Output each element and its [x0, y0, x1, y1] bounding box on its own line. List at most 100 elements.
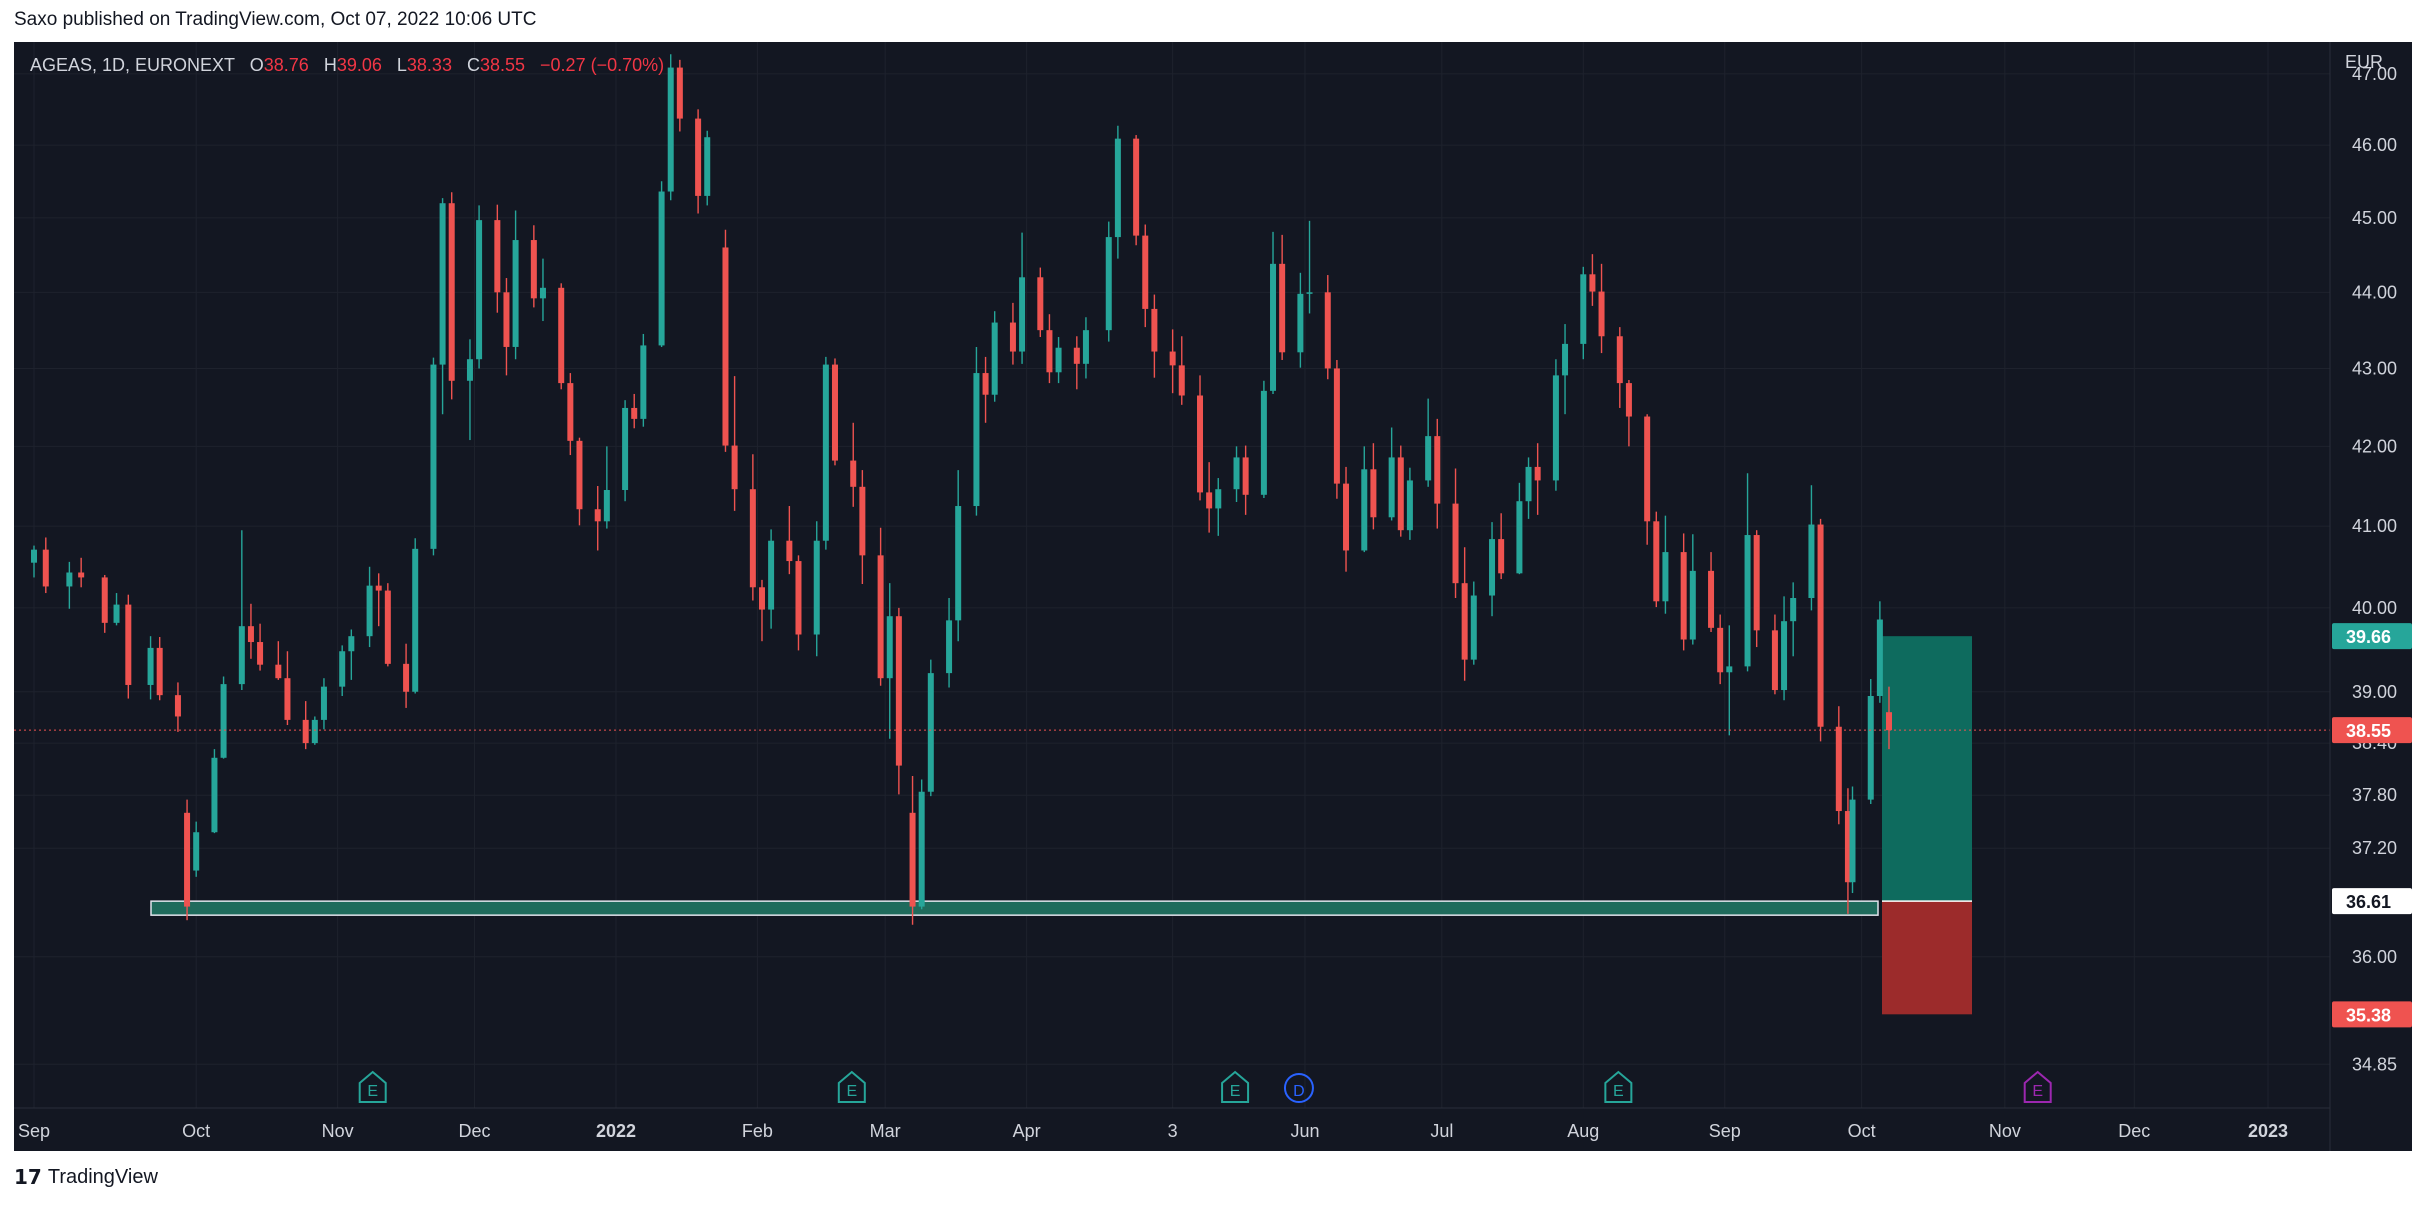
candle-body	[558, 287, 565, 384]
price-label-text: 39.66	[2346, 627, 2391, 647]
earnings-marker-shape	[1221, 1070, 1250, 1103]
candle	[1876, 601, 1883, 703]
candle-body	[503, 292, 510, 347]
candle	[156, 637, 163, 701]
candle	[973, 346, 980, 516]
candle-body	[1525, 466, 1532, 502]
tradingview-logo-icon: 17	[14, 1165, 42, 1189]
price-label-bg	[2332, 717, 2412, 744]
candle	[412, 538, 419, 694]
candle	[822, 356, 829, 550]
candle	[1790, 582, 1797, 657]
candle-body	[339, 651, 346, 687]
candle-body	[786, 540, 793, 562]
candle	[275, 641, 282, 680]
candle	[813, 521, 820, 657]
earnings-marker[interactable]: E	[1221, 1070, 1250, 1103]
earnings-marker[interactable]: E	[2023, 1070, 2052, 1103]
candle	[66, 561, 73, 609]
candle	[658, 181, 665, 347]
candle-body	[430, 364, 437, 549]
candle	[1817, 518, 1824, 742]
candle-body	[1406, 480, 1413, 531]
candle-body	[494, 220, 501, 293]
candle	[211, 749, 218, 834]
earnings-marker[interactable]: E	[1604, 1070, 1633, 1103]
brand-footer[interactable]: 17 TradingView	[14, 1165, 158, 1189]
time-axis[interactable]: Sep Oct Nov Dec 2022 Feb Mar Apr 3 Jun Jul Aug Sep Oc…	[14, 1107, 2330, 1141]
time-tick-label: 2022	[596, 1121, 636, 1141]
candle	[1397, 445, 1404, 537]
chart-panel[interactable]: E E E D E E 48.0047.0046.0045.0044.0043.0042.…	[14, 42, 2412, 1151]
price-label-entry: 36.61	[2332, 888, 2412, 915]
candle-body	[1133, 138, 1140, 236]
candle	[1324, 275, 1331, 380]
price-tick-label: 46.00	[2352, 135, 2397, 155]
candle-body	[412, 548, 419, 692]
candle	[1489, 522, 1496, 617]
candle	[539, 258, 546, 322]
candle-body	[1114, 138, 1121, 238]
candles	[31, 54, 1892, 925]
candle-body	[813, 540, 820, 635]
candle-body	[1425, 436, 1432, 481]
candle-body	[125, 604, 132, 685]
candle-body	[147, 647, 154, 685]
time-tick-label: Apr	[1013, 1121, 1041, 1141]
candle	[1037, 267, 1044, 338]
time-tick-label: Feb	[742, 1121, 773, 1141]
price-tick-label: 39.00	[2352, 682, 2397, 702]
low-label: L	[396, 55, 407, 75]
candle-body	[1753, 535, 1760, 631]
candle	[366, 566, 373, 648]
candle	[31, 545, 37, 578]
candle-body	[1055, 347, 1062, 373]
candle	[1046, 314, 1053, 384]
price-tick-label: 41.00	[2352, 516, 2397, 536]
candle	[184, 799, 191, 921]
candle-body	[348, 636, 355, 652]
candle	[1370, 443, 1377, 530]
candle-body	[795, 561, 802, 635]
candle-body	[1434, 436, 1441, 504]
event-marker-text: E	[846, 1083, 857, 1100]
candle-body	[667, 67, 674, 192]
candle	[722, 229, 729, 452]
candle-body	[275, 664, 282, 679]
candle-body	[877, 555, 884, 679]
publish-info: Saxo published on TradingView.com, Oct 0…	[14, 9, 537, 30]
candle-body	[1790, 597, 1797, 622]
candle	[795, 555, 802, 651]
candle-body	[476, 220, 483, 360]
candle-body	[320, 686, 327, 720]
price-tick-label: 40.00	[2352, 598, 2397, 618]
price-axis[interactable]: 48.0047.0046.0045.0044.0043.0042.0041.00…	[2329, 42, 2412, 1151]
time-tick-label: Oct	[1848, 1121, 1876, 1141]
candle-body	[1343, 483, 1350, 551]
candle	[927, 659, 934, 797]
candle	[1516, 482, 1523, 575]
candle-body	[909, 812, 916, 907]
earnings-marker[interactable]: E	[837, 1070, 866, 1103]
candle	[430, 357, 437, 556]
candlestick-chart[interactable]: E E E D E E 48.0047.0046.0045.0044.0043.0042.…	[14, 42, 2412, 1151]
dividend-marker[interactable]: D	[1283, 1073, 1314, 1103]
candle-body	[1142, 235, 1149, 309]
candle	[247, 603, 254, 659]
candle	[220, 676, 227, 759]
candle-body	[184, 812, 191, 907]
candle-body	[1817, 524, 1824, 727]
candle-body	[211, 757, 218, 833]
earnings-marker-shape	[2023, 1070, 2052, 1103]
candle	[125, 594, 132, 699]
candle	[1461, 547, 1468, 681]
time-tick-label: Dec	[2118, 1121, 2150, 1141]
candle	[576, 437, 583, 526]
candle	[257, 623, 264, 671]
candle-body	[1279, 263, 1286, 353]
candle-body	[1498, 539, 1505, 574]
candle-body	[1270, 263, 1277, 391]
candle	[1425, 398, 1432, 487]
earnings-marker[interactable]: E	[358, 1070, 387, 1103]
candle-body	[1388, 457, 1395, 518]
